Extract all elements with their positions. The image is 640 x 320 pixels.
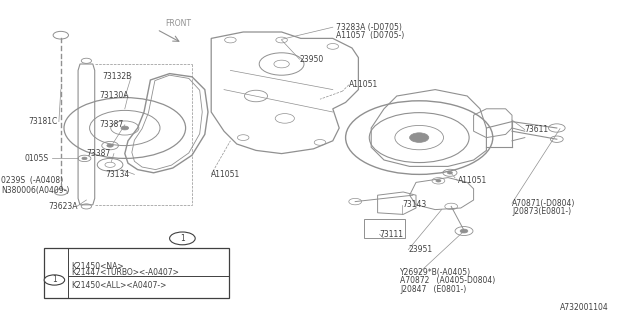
Text: A732001104: A732001104 [560, 303, 609, 312]
Text: 23950: 23950 [300, 55, 324, 64]
Circle shape [82, 157, 87, 160]
Text: 1: 1 [180, 234, 185, 243]
Text: A11051: A11051 [349, 80, 378, 89]
Circle shape [121, 126, 129, 130]
Text: A70872   (A0405-D0804): A70872 (A0405-D0804) [400, 276, 495, 285]
Circle shape [460, 229, 468, 233]
Text: A11051: A11051 [211, 170, 241, 179]
Circle shape [170, 232, 195, 245]
Text: Y26929*B(-A0405): Y26929*B(-A0405) [400, 268, 471, 277]
Bar [364, 219, 405, 238]
Circle shape [447, 172, 452, 174]
Circle shape [436, 180, 441, 182]
Circle shape [107, 144, 113, 147]
Text: 1: 1 [52, 276, 57, 284]
Text: 73134: 73134 [106, 170, 130, 179]
Bar [44, 248, 229, 298]
Text: K21450<ALL><A0407->: K21450<ALL><A0407-> [72, 281, 167, 290]
Text: 73611: 73611 [525, 125, 549, 134]
Text: J20873(E0801-): J20873(E0801-) [512, 207, 571, 216]
Text: 0239S  (-A0408): 0239S (-A0408) [1, 176, 63, 185]
Text: 73132B: 73132B [102, 72, 132, 81]
Text: A11057  (D0705-): A11057 (D0705-) [336, 31, 404, 40]
Text: FRONT: FRONT [165, 19, 191, 28]
Text: 73283A (-D0705): 73283A (-D0705) [336, 23, 402, 32]
Text: K21447<TURBO><-A0407>: K21447<TURBO><-A0407> [72, 268, 180, 277]
Text: 73111: 73111 [380, 230, 404, 239]
Text: A70871(-D0804): A70871(-D0804) [512, 199, 575, 208]
Text: 73130A: 73130A [99, 92, 129, 100]
Text: K21450<NA>: K21450<NA> [72, 262, 124, 271]
Text: J20847   (E0801-): J20847 (E0801-) [400, 285, 467, 294]
Text: 73143: 73143 [402, 200, 426, 209]
Text: 73623A: 73623A [48, 202, 77, 211]
Text: A11051: A11051 [458, 176, 487, 185]
Text: N380006(A0409-): N380006(A0409-) [1, 186, 70, 195]
Circle shape [44, 275, 65, 285]
Text: 73387: 73387 [99, 120, 124, 129]
Text: 73181C: 73181C [29, 117, 58, 126]
Text: 23951: 23951 [408, 245, 433, 254]
Text: 73387: 73387 [86, 149, 111, 158]
Circle shape [410, 133, 429, 142]
Text: 0105S: 0105S [24, 154, 49, 163]
